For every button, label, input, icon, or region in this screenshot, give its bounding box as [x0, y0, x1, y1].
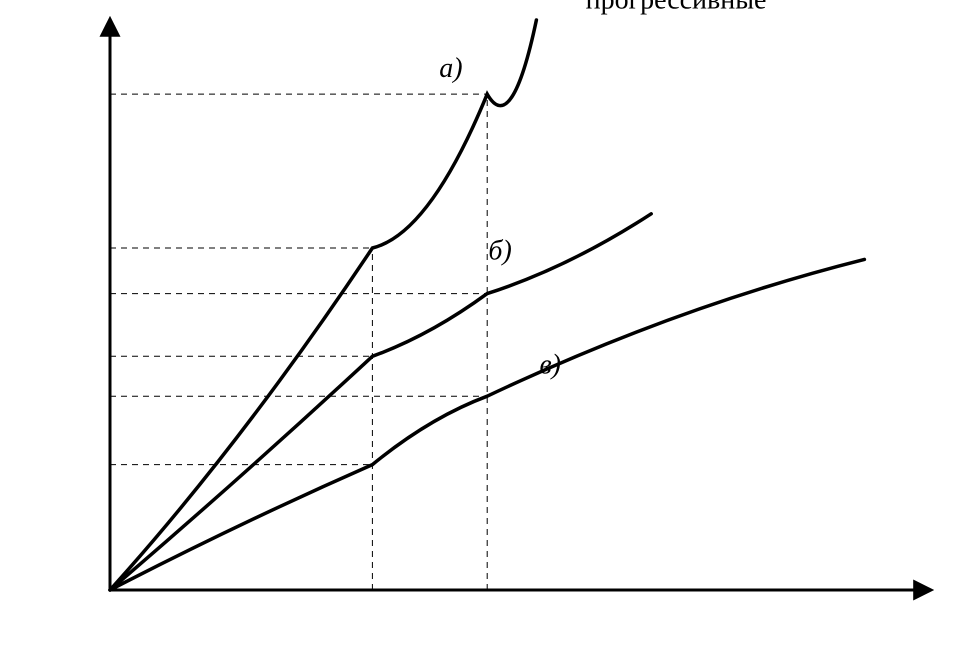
- curve-tag-a: а): [439, 53, 462, 84]
- tax-types-chart: а) б) в) прогрессивные: [0, 0, 966, 663]
- chart-svg: а) б) в) прогрессивные: [0, 0, 966, 663]
- curve-tag-b: б): [488, 235, 511, 266]
- series-label-a-1: прогрессивные: [586, 0, 767, 16]
- curve-tag-v: в): [540, 349, 561, 380]
